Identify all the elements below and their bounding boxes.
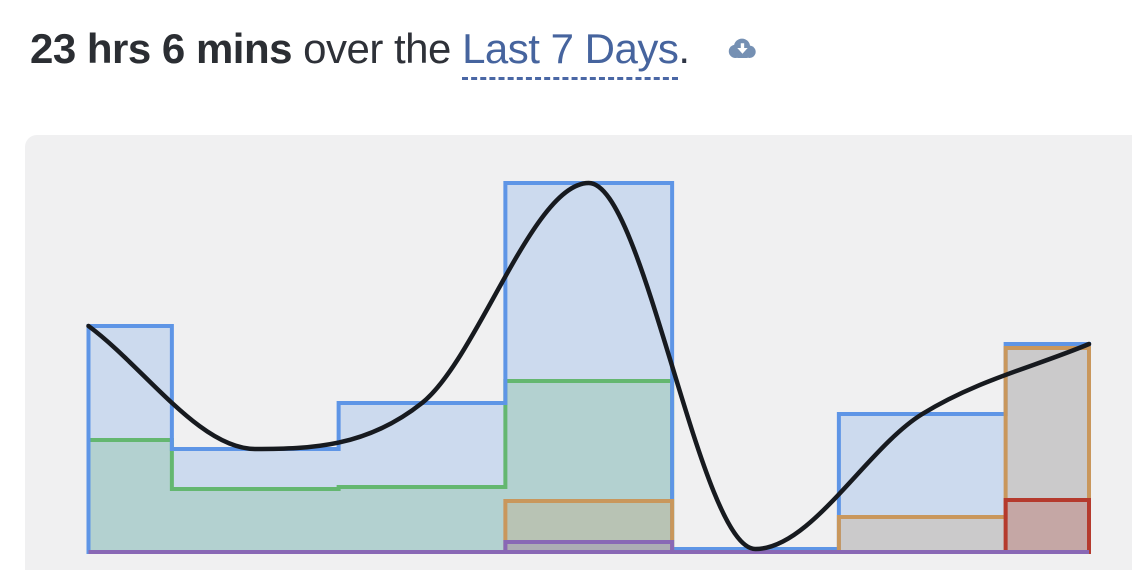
cloud-download-icon xyxy=(728,38,756,58)
date-range-link[interactable]: Last 7 Days xyxy=(462,25,679,80)
activity-chart[interactable] xyxy=(25,135,1132,570)
page-title: 23 hrs 6 mins over the Last 7 Days. xyxy=(30,24,759,80)
activity-chart-panel xyxy=(25,135,1132,570)
summary-header: 23 hrs 6 mins over the Last 7 Days. xyxy=(30,24,759,80)
trend-line xyxy=(86,180,1092,552)
blue-series-area xyxy=(86,181,1091,554)
purple-series-area xyxy=(88,540,1089,554)
total-time: 23 hrs 6 mins xyxy=(30,25,292,72)
download-arrow-icon xyxy=(736,43,748,54)
download-button[interactable] xyxy=(725,35,759,62)
sentence-period: . xyxy=(678,25,690,72)
connector-text: over the xyxy=(303,25,451,72)
